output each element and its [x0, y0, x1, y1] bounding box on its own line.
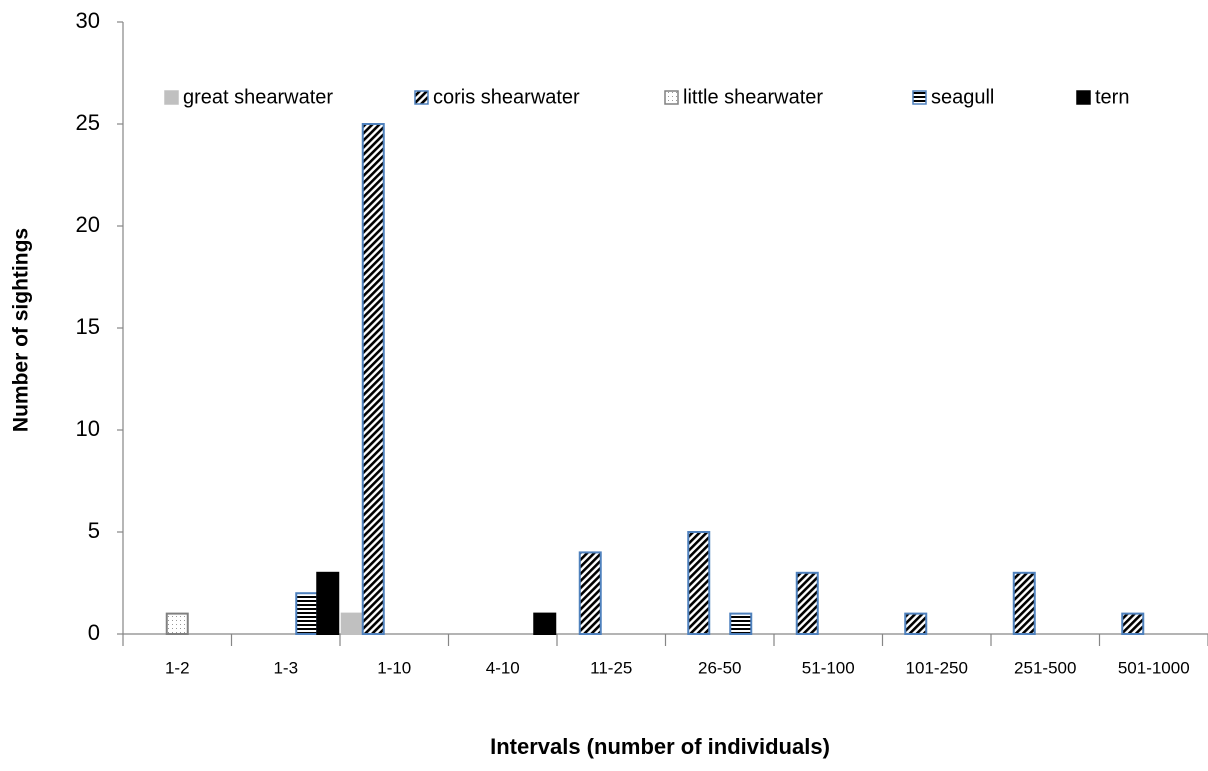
legend-swatch — [664, 90, 679, 105]
bar — [795, 571, 819, 635]
bar — [533, 612, 557, 635]
bar — [904, 612, 928, 635]
bar — [1012, 571, 1036, 635]
y-tick-label: 10 — [76, 416, 100, 441]
x-tick-label: 26-50 — [698, 658, 741, 677]
x-tick-label: 4-10 — [486, 658, 520, 677]
y-tick-label: 5 — [88, 518, 100, 543]
x-tick-label: 501-1000 — [1118, 658, 1190, 677]
y-tick-label: 25 — [76, 110, 100, 135]
legend-swatch — [912, 90, 927, 105]
y-axis-label: Number of sightings — [10, 228, 33, 432]
x-tick-label: 11-25 — [590, 658, 632, 677]
x-tick-label: 1-2 — [165, 658, 190, 677]
y-tick-label: 15 — [76, 314, 100, 339]
legend-swatch — [414, 90, 429, 105]
bar — [340, 612, 364, 635]
x-tick-label: 51-100 — [802, 658, 855, 677]
y-tick-label: 20 — [76, 212, 100, 237]
legend-label: great shearwater — [183, 86, 333, 108]
legend-label: little shearwater — [683, 86, 823, 108]
bar — [687, 531, 711, 635]
y-tick-label: 30 — [76, 8, 100, 33]
bar — [729, 612, 753, 635]
legend-label: tern — [1095, 86, 1129, 108]
legend-label: coris shearwater — [433, 86, 580, 108]
bar — [578, 551, 602, 636]
x-tick-label: 1-10 — [377, 658, 411, 677]
legend-swatch — [1076, 90, 1091, 105]
bar — [361, 123, 385, 635]
x-tick-label: 101-250 — [906, 658, 968, 677]
x-tick-label: 251-500 — [1014, 658, 1076, 677]
x-axis-label: Intervals (number of individuals) — [490, 734, 830, 759]
bar — [316, 571, 340, 635]
bar — [1121, 612, 1145, 635]
bar — [165, 612, 189, 635]
legend-label: seagull — [931, 86, 994, 108]
x-tick-label: 1-3 — [273, 658, 298, 677]
y-tick-label: 0 — [88, 620, 100, 645]
legend-swatch — [164, 90, 179, 105]
bar — [295, 592, 319, 636]
